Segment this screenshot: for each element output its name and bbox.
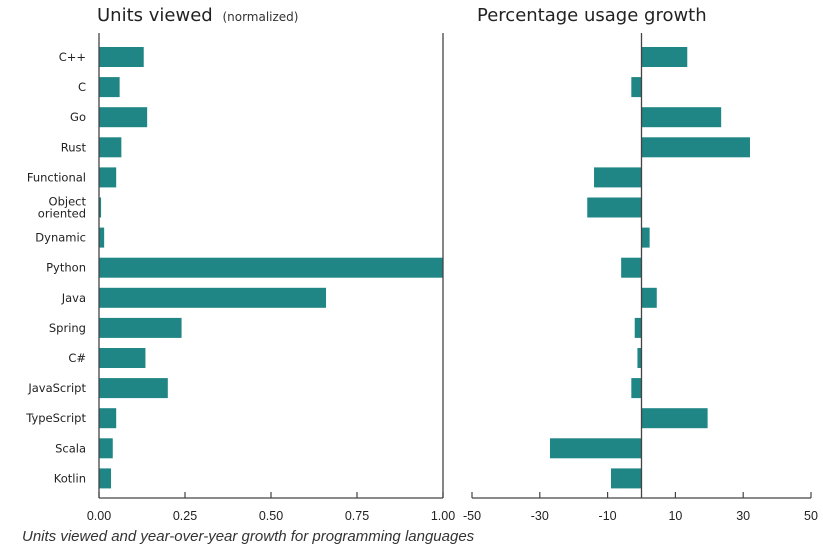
left-bar-c — [99, 77, 120, 98]
right-bar-typescript — [641, 408, 708, 429]
left-bar-java — [99, 287, 327, 308]
right-bar-csharp — [637, 348, 642, 368]
left-x-tick-label: 0.50 — [259, 509, 283, 523]
left-bar-cplusplus — [99, 47, 144, 67]
category-label-dynamic: Dynamic — [35, 231, 86, 245]
category-label-functional: Functional — [27, 170, 86, 184]
right-bar-scala — [549, 438, 642, 459]
right-chart-title: Percentage usage growth — [477, 5, 707, 26]
left-bar-spring — [99, 317, 182, 338]
left-bar-rust — [99, 137, 122, 158]
left-chart-title-main: Units viewed — [97, 5, 213, 26]
category-label-python: Python — [46, 261, 86, 275]
left-chart-title: Units viewed (normalized) — [97, 5, 298, 26]
right-bar-java — [641, 287, 657, 308]
right-x-tick-label: -10 — [599, 509, 617, 523]
right-x-tick-label: 30 — [736, 509, 750, 523]
right-x-tick-label: -30 — [531, 509, 549, 523]
left-x-tick-label: 0.25 — [173, 509, 197, 523]
left-bar-csharp — [99, 348, 146, 368]
right-bar-cplusplus — [641, 47, 688, 67]
left-bar-typescript — [99, 408, 117, 429]
right-bar-spring — [634, 317, 642, 338]
category-label-rust: Rust — [61, 140, 87, 154]
category-label-cplusplus: C++ — [59, 50, 86, 64]
left-bar-object-oriented — [99, 197, 102, 218]
right-bar-go — [641, 107, 722, 128]
left-bar-go — [99, 107, 148, 128]
right-x-tick-label: -50 — [463, 509, 481, 523]
left-bar-scala — [99, 438, 113, 459]
figure-caption: Units viewed and year-over-year growth f… — [22, 528, 475, 545]
category-label-csharp: C# — [68, 351, 86, 365]
right-bar-dynamic — [641, 227, 650, 248]
left-x-tick-label: 1.00 — [431, 509, 455, 523]
left-chart-title-suffix: (normalized) — [222, 10, 298, 24]
right-x-tick-label: 10 — [668, 509, 682, 523]
category-label-c: C — [78, 80, 86, 94]
left-bar-functional — [99, 167, 117, 188]
right-bar-rust — [641, 137, 750, 158]
left-x-tick-label: 0.00 — [87, 509, 111, 523]
right-bar-kotlin — [610, 468, 642, 489]
category-label-scala: Scala — [55, 441, 86, 455]
right-x-tick-label: 50 — [804, 509, 818, 523]
left-bar-python — [99, 257, 443, 278]
left-bar-kotlin — [99, 468, 112, 489]
left-x-tick-label: 0.75 — [345, 509, 369, 523]
right-chart: -50 -30 -10 10 30 50 — [463, 33, 818, 523]
left-bar-javascript — [99, 378, 168, 399]
right-bar-functional — [594, 167, 642, 188]
category-label-typescript: TypeScript — [25, 411, 86, 425]
right-bar-python — [621, 257, 642, 278]
category-label-go: Go — [70, 110, 86, 124]
left-chart: C++ C Go Rust Functional Object oriented Dynami… — [25, 33, 455, 523]
right-bar-javascript — [631, 378, 642, 399]
category-label-object-oriented: Object oriented — [38, 195, 87, 221]
right-bar-c — [631, 77, 642, 98]
category-label-spring: Spring — [49, 321, 86, 335]
right-bar-object-oriented — [587, 197, 642, 218]
category-label-kotlin: Kotlin — [54, 471, 86, 485]
left-bar-dynamic — [99, 227, 105, 248]
category-label-java: Java — [61, 291, 86, 305]
category-label-javascript: JavaScript — [27, 381, 86, 395]
